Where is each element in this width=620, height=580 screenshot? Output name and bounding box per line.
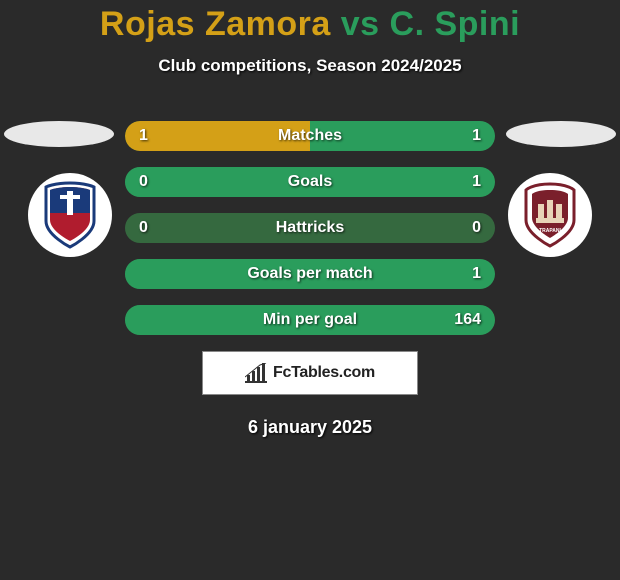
stat-label: Goals [125, 173, 495, 191]
player-left-name: Rojas Zamora [100, 5, 331, 43]
stat-rows: Matches11Goals01Hattricks00Goals per mat… [125, 121, 495, 335]
stat-label: Goals per match [125, 265, 495, 283]
stats-area: TRAPANI Matches11Goals01Hattricks00Goals… [0, 121, 620, 335]
stat-label: Hattricks [125, 219, 495, 237]
stat-row: Goals0 1 [125, 167, 495, 197]
stat-label: Matches [125, 127, 495, 145]
brand-box: FcTables.com [202, 351, 418, 395]
chart-icon [245, 363, 267, 383]
date-text: 6 january 2025 [0, 417, 620, 438]
stat-value-left: 0 [139, 219, 148, 237]
crotone-crest-icon [40, 181, 100, 249]
stat-row: Min per goal164 [125, 305, 495, 335]
svg-text:TRAPANI: TRAPANI [539, 228, 561, 234]
subtitle: Club competitions, Season 2024/2025 [0, 56, 620, 76]
title-vs: vs [341, 5, 380, 43]
stat-row: Matches1 1 [125, 121, 495, 151]
stat-value-right: 1 [472, 265, 481, 283]
stat-value-left: 0 [139, 173, 148, 191]
stat-label: Min per goal [125, 311, 495, 329]
stat-value-right: 1 [472, 173, 481, 191]
team-badge-left [28, 173, 112, 257]
comparison-infographic: Rojas Zamora vs C. Spini Club competitio… [0, 0, 620, 438]
player-right-name: C. Spini [390, 5, 521, 43]
team-badge-right: TRAPANI [508, 173, 592, 257]
stat-value-right: 164 [454, 311, 481, 329]
trapani-crest-icon: TRAPANI [520, 182, 580, 248]
decor-ellipse-right [506, 121, 616, 147]
stat-value-left: 1 [139, 127, 148, 145]
stat-value-right: 0 [472, 219, 481, 237]
stat-value-right: 1 [472, 127, 481, 145]
stat-row: Goals per match1 [125, 259, 495, 289]
decor-ellipse-left [4, 121, 114, 147]
brand-text: FcTables.com [273, 364, 375, 382]
stat-row: Hattricks0 0 [125, 213, 495, 243]
page-title: Rojas Zamora vs C. Spini [0, 5, 620, 44]
